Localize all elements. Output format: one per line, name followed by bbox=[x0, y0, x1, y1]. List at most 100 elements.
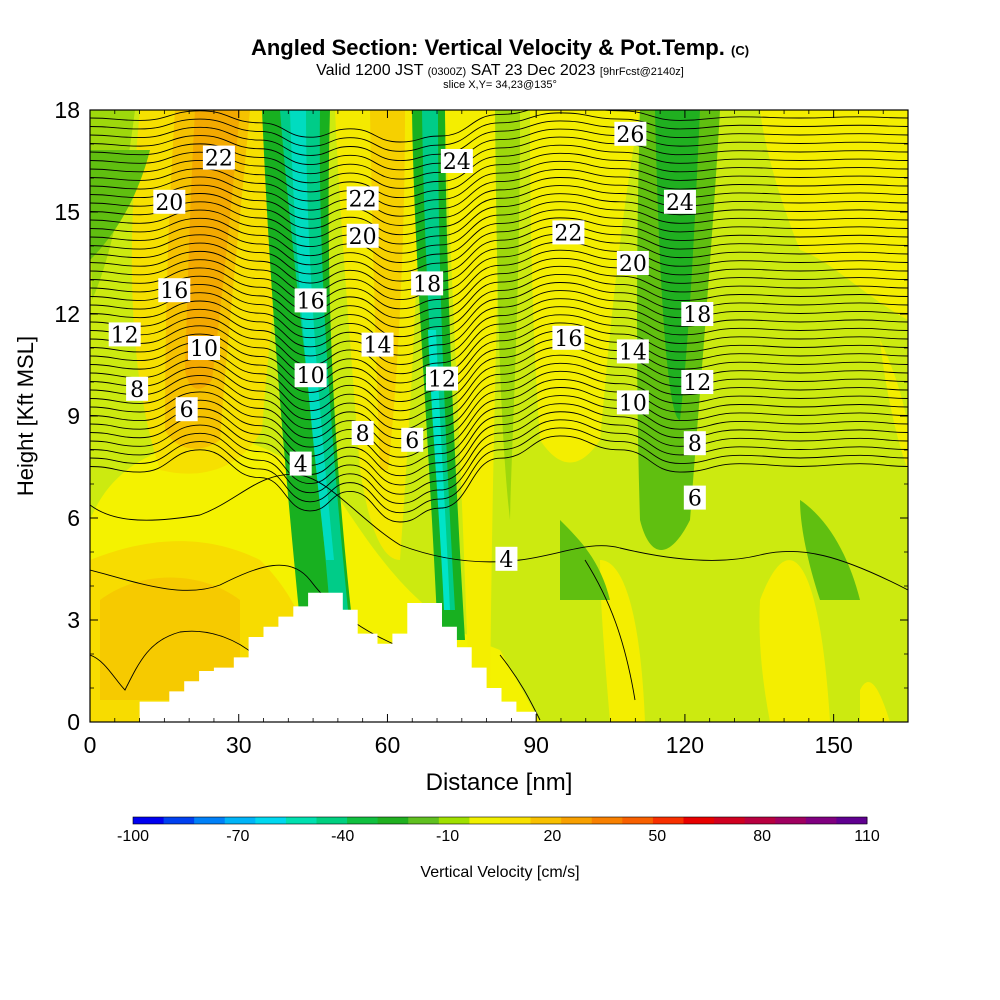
contour-label-11: 20 bbox=[346, 223, 379, 250]
y-tick-label-1: 3 bbox=[67, 607, 80, 633]
contour-label-box-20 bbox=[552, 325, 585, 350]
contour-label-box-14 bbox=[401, 427, 424, 452]
chart-title-main: Angled Section: Vertical Velocity & Pot.… bbox=[250, 35, 725, 60]
contour-label-text-16: 12 bbox=[428, 368, 456, 393]
contour-label-box-5 bbox=[126, 376, 149, 401]
colorbar-tick-label-7: 110 bbox=[854, 828, 880, 845]
theta-contour-line-17 bbox=[90, 241, 908, 301]
contour-label-box-6 bbox=[175, 397, 198, 422]
contour-label-20: 16 bbox=[552, 325, 585, 352]
theta-contour-line-16 bbox=[90, 233, 908, 291]
contour-label-22: 20 bbox=[616, 251, 649, 277]
contour-label-15: 18 bbox=[411, 271, 444, 297]
contour-label-text-23: 14 bbox=[619, 340, 647, 365]
velocity-region-12 bbox=[370, 110, 405, 470]
colorbar-swatch-23 bbox=[836, 817, 868, 824]
contour-labels: 22 20 16 12 10 8 6 4 16 10 22 20 14 8 6 18 12 24 4 22 16 26 20… bbox=[108, 121, 714, 573]
colorbar-tick-label-1: -70 bbox=[226, 828, 250, 845]
theta-contour-line-20 bbox=[90, 265, 908, 328]
theta-contour-line-9 bbox=[90, 177, 908, 226]
colorbar-swatch-18 bbox=[683, 817, 715, 824]
colorbar-swatch-16 bbox=[622, 817, 654, 824]
contour-label-box-23 bbox=[616, 339, 649, 364]
contour-label-text-0: 22 bbox=[205, 147, 233, 172]
velocity-region-5 bbox=[185, 110, 240, 389]
contour-label-12: 14 bbox=[361, 332, 394, 359]
colorbar-tick-label-4: 20 bbox=[543, 828, 562, 845]
theta-contour-line-24 bbox=[90, 298, 908, 365]
colorbar-swatch-0 bbox=[133, 817, 165, 824]
theta-contour-line-34 bbox=[90, 378, 908, 458]
contour-label-box-3 bbox=[108, 322, 141, 347]
title-block: Angled Section: Vertical Velocity & Pot.… bbox=[0, 36, 1000, 91]
velocity-region-22 bbox=[600, 560, 645, 722]
contour-label-28: 8 bbox=[683, 431, 706, 457]
colorbar-swatch-17 bbox=[652, 817, 684, 824]
contour-label-2: 16 bbox=[158, 278, 191, 304]
contour-label-3: 12 bbox=[108, 322, 141, 348]
theta-contour-line-0 bbox=[90, 110, 908, 143]
terrain-mask bbox=[139, 592, 537, 722]
colorbar-swatch-19 bbox=[714, 817, 746, 824]
theta-contour-line-30 bbox=[90, 346, 908, 421]
contour-label-23: 14 bbox=[616, 339, 649, 365]
contour-label-text-13: 8 bbox=[356, 422, 370, 447]
contour-label-10: 22 bbox=[346, 186, 379, 212]
contour-label-5: 8 bbox=[126, 376, 149, 403]
theta-contour-line-18 bbox=[90, 249, 908, 310]
contour-label-text-25: 24 bbox=[666, 191, 694, 216]
theta-contour-line-7 bbox=[90, 160, 908, 208]
velocity-region-14 bbox=[422, 110, 455, 610]
colorbar-frame bbox=[132, 816, 868, 825]
contour-label-box-19 bbox=[552, 220, 585, 245]
colorbar-swatch-14 bbox=[561, 817, 593, 824]
colorbar-swatch-5 bbox=[285, 817, 317, 824]
valid-fcst: [9hrFcst@2140z] bbox=[599, 66, 684, 78]
x-tick-label-5: 150 bbox=[814, 732, 852, 758]
theta-contour-line-40 bbox=[90, 427, 908, 514]
valid-date: SAT 23 Dec 2023 bbox=[470, 62, 596, 79]
contour-label-14: 6 bbox=[401, 427, 424, 454]
contour-label-text-26: 18 bbox=[683, 303, 711, 328]
contour-label-text-28: 8 bbox=[688, 432, 702, 457]
colorbar-tick-label-2: -40 bbox=[331, 828, 355, 845]
y-tick-label-2: 6 bbox=[67, 505, 80, 531]
contour-label-8: 16 bbox=[294, 288, 327, 314]
y-tick-label-5: 15 bbox=[54, 199, 80, 225]
contour-label-text-19: 22 bbox=[554, 221, 582, 246]
colorbar-swatch-6 bbox=[316, 817, 348, 824]
contour-label-box-29 bbox=[683, 485, 706, 510]
contour-label-box-9 bbox=[294, 363, 327, 388]
theta-contour-line-36 bbox=[90, 395, 908, 477]
axes: 0 30 60 90 120 150 0 3 6 9 12 15 18 bbox=[54, 97, 909, 758]
theta-contour-line-13 bbox=[90, 209, 908, 263]
contour-label-box-27 bbox=[681, 370, 714, 394]
theta-contour-line-2 bbox=[90, 120, 908, 161]
contour-label-box-24 bbox=[616, 390, 649, 415]
colorbar bbox=[132, 816, 868, 825]
contour-label-1: 20 bbox=[153, 189, 186, 216]
theta-contour-line-22 bbox=[90, 282, 908, 347]
contour-label-18: 4 bbox=[495, 546, 518, 573]
theta-contour-low-3 bbox=[584, 559, 636, 701]
velocity-region-23 bbox=[759, 560, 830, 722]
contour-label-box-13 bbox=[351, 421, 374, 445]
contour-label-box-0 bbox=[202, 145, 235, 170]
contour-label-text-5: 8 bbox=[130, 378, 144, 403]
colorbar-swatch-3 bbox=[224, 817, 256, 824]
contour-label-text-18: 4 bbox=[499, 548, 513, 573]
theta-contour-line-26 bbox=[90, 314, 908, 384]
theta-contour-line-15 bbox=[90, 225, 908, 282]
contour-label-text-12: 14 bbox=[364, 334, 392, 359]
colorbar-swatch-7 bbox=[347, 817, 379, 824]
theta-contour-line-19 bbox=[90, 257, 908, 319]
colorbar-swatch-1 bbox=[163, 817, 195, 824]
colorbar-swatch-10 bbox=[438, 817, 470, 824]
contour-label-box-26 bbox=[681, 302, 714, 326]
contour-label-box-21 bbox=[614, 121, 647, 146]
contour-label-box-4 bbox=[188, 336, 221, 360]
contour-label-text-3: 12 bbox=[111, 323, 139, 348]
y-tick-label-6: 18 bbox=[54, 97, 80, 123]
y-tick-label-3: 9 bbox=[67, 403, 80, 429]
theta-contour-line-32 bbox=[90, 362, 908, 440]
